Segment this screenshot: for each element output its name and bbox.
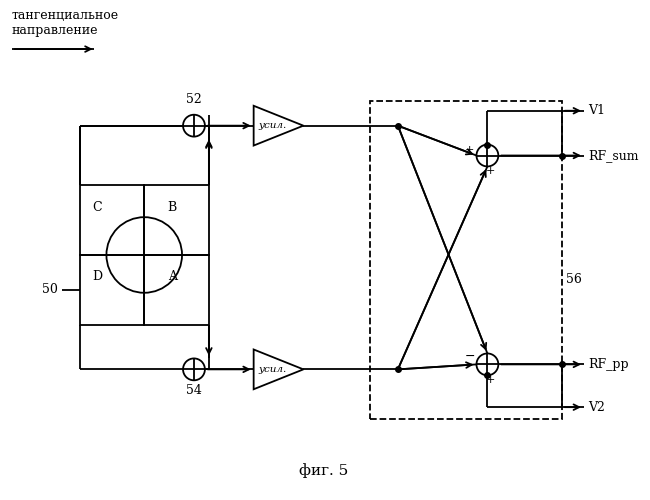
Text: +: +	[486, 376, 495, 386]
Text: A: A	[168, 270, 177, 283]
Text: V1: V1	[588, 104, 605, 117]
Text: D: D	[92, 270, 103, 283]
Bar	[370, 101, 562, 419]
Text: RF_sum: RF_sum	[588, 149, 638, 162]
Text: RF_pp: RF_pp	[588, 358, 629, 371]
Text: −: −	[464, 350, 474, 363]
Text: +: +	[486, 166, 495, 176]
Bar	[144, 186, 209, 255]
Text: усил.: усил.	[259, 365, 287, 374]
Text: B: B	[168, 200, 177, 213]
Text: тангенциальное
направление: тангенциальное направление	[12, 10, 119, 38]
Bar	[79, 186, 144, 255]
Text: усил.: усил.	[259, 121, 287, 130]
Text: 54: 54	[186, 384, 202, 398]
Text: +: +	[465, 144, 474, 154]
Text: 52: 52	[186, 93, 202, 106]
Text: 56: 56	[566, 274, 582, 286]
Text: V2: V2	[588, 400, 604, 413]
Text: 50: 50	[42, 284, 58, 296]
Bar	[79, 255, 144, 324]
Bar	[144, 255, 209, 324]
Text: фиг. 5: фиг. 5	[298, 464, 348, 478]
Text: C: C	[93, 200, 102, 213]
